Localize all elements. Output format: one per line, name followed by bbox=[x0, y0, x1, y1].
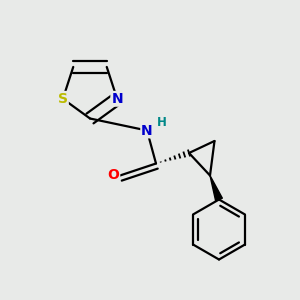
Text: H: H bbox=[157, 116, 166, 129]
Text: O: O bbox=[107, 168, 119, 182]
Text: N: N bbox=[141, 124, 153, 137]
Polygon shape bbox=[210, 176, 222, 201]
Text: S: S bbox=[58, 92, 68, 106]
Text: N: N bbox=[111, 92, 123, 106]
